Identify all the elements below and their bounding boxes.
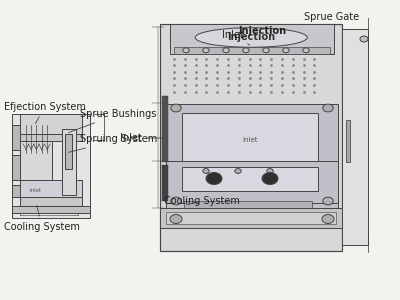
Circle shape bbox=[360, 36, 368, 42]
Bar bbox=[20, 134, 82, 141]
Circle shape bbox=[263, 48, 269, 53]
Circle shape bbox=[203, 48, 209, 53]
Bar bbox=[184, 201, 312, 208]
Circle shape bbox=[323, 104, 333, 112]
Bar bbox=[182, 167, 318, 191]
Circle shape bbox=[235, 169, 241, 173]
Text: Inlet: Inlet bbox=[222, 29, 250, 45]
Bar bbox=[12, 124, 24, 150]
Text: Inlet: Inlet bbox=[242, 136, 258, 142]
Circle shape bbox=[170, 214, 182, 224]
Bar bbox=[174, 46, 330, 54]
Bar bbox=[12, 206, 90, 213]
Text: Cooling System: Cooling System bbox=[164, 196, 240, 206]
Text: Inlet: Inlet bbox=[120, 133, 163, 143]
Bar bbox=[12, 154, 24, 180]
Text: inlet: inlet bbox=[30, 188, 42, 193]
Bar bbox=[53, 184, 57, 196]
Text: Efjection System: Efjection System bbox=[4, 101, 86, 124]
Bar bbox=[47, 184, 51, 196]
Bar bbox=[65, 134, 72, 169]
Bar bbox=[162, 165, 168, 201]
Bar bbox=[12, 114, 90, 218]
Circle shape bbox=[303, 48, 309, 53]
Circle shape bbox=[171, 104, 181, 112]
Circle shape bbox=[206, 172, 222, 184]
Circle shape bbox=[322, 214, 334, 224]
Bar bbox=[166, 103, 338, 218]
Bar bbox=[35, 184, 39, 196]
Bar bbox=[29, 184, 33, 196]
Circle shape bbox=[223, 48, 229, 53]
Text: Sprue Gate: Sprue Gate bbox=[304, 11, 359, 26]
Bar bbox=[20, 180, 82, 196]
Bar bbox=[160, 24, 342, 250]
Circle shape bbox=[323, 197, 333, 205]
Bar bbox=[342, 28, 368, 244]
Bar bbox=[20, 141, 52, 180]
Bar bbox=[182, 112, 318, 166]
Bar bbox=[41, 184, 45, 196]
Bar bbox=[346, 120, 350, 162]
Bar bbox=[62, 129, 76, 195]
Circle shape bbox=[203, 169, 209, 173]
Bar bbox=[20, 196, 82, 206]
Bar bbox=[170, 24, 334, 54]
Bar bbox=[162, 96, 168, 162]
Text: Spruing System: Spruing System bbox=[69, 134, 157, 152]
Bar bbox=[166, 212, 336, 224]
Bar bbox=[20, 114, 82, 134]
Circle shape bbox=[262, 172, 278, 184]
Bar bbox=[166, 160, 338, 202]
Text: Injection: Injection bbox=[227, 32, 275, 43]
Text: Injection: Injection bbox=[238, 26, 286, 36]
Ellipse shape bbox=[195, 28, 307, 47]
Bar bbox=[160, 208, 342, 228]
Circle shape bbox=[171, 197, 181, 205]
Bar bbox=[12, 184, 24, 196]
Circle shape bbox=[183, 48, 189, 53]
Circle shape bbox=[267, 169, 273, 173]
Text: Cooling System: Cooling System bbox=[4, 205, 80, 232]
Text: Sprue Bushings: Sprue Bushings bbox=[69, 109, 156, 133]
Bar bbox=[23, 184, 27, 196]
Circle shape bbox=[243, 48, 249, 53]
Circle shape bbox=[283, 48, 289, 53]
Bar bbox=[59, 184, 63, 196]
